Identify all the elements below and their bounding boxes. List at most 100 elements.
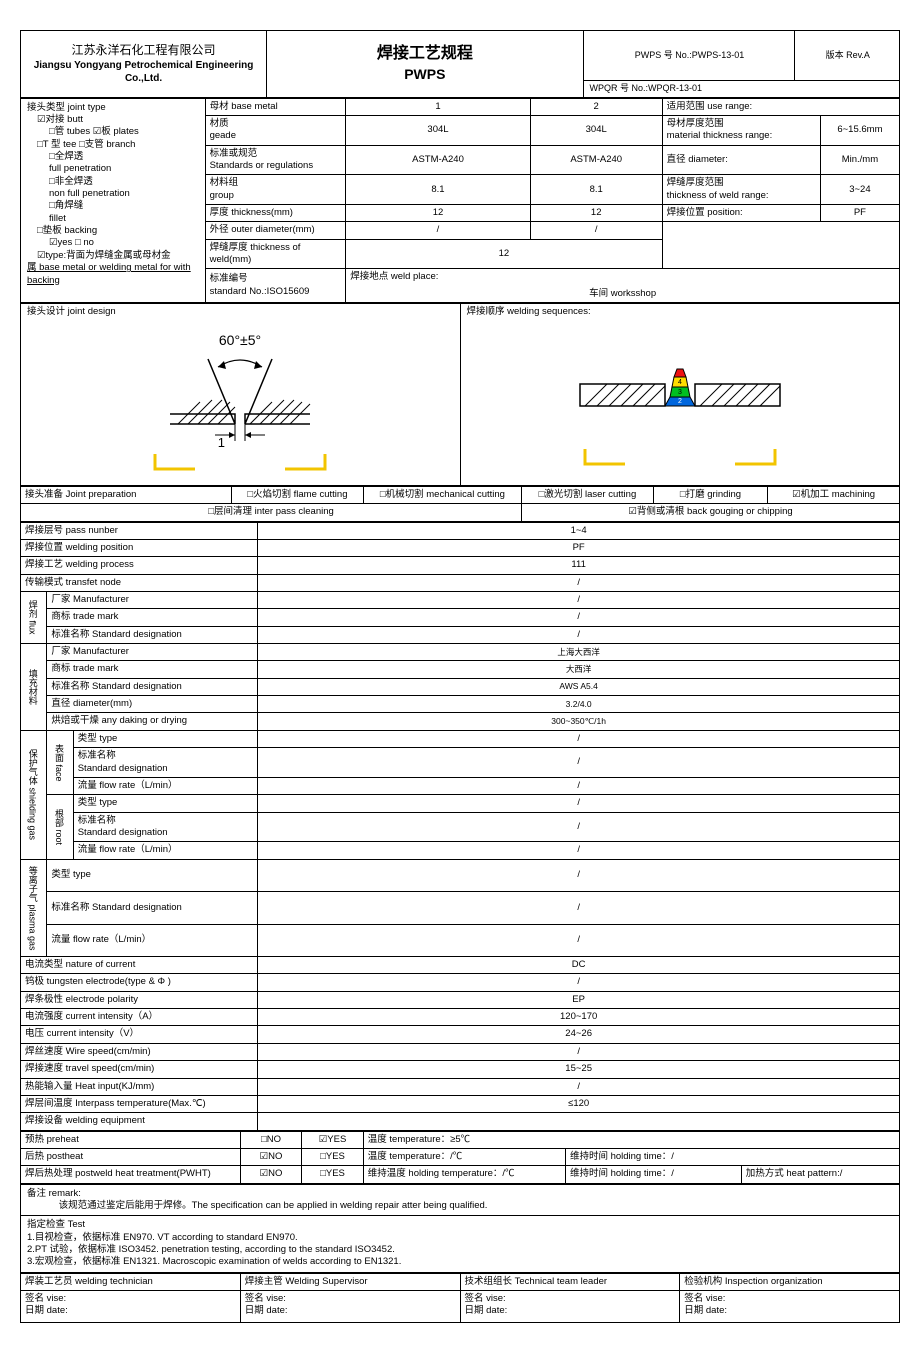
prep-mech: □机械切割 mechanical cutting: [363, 487, 521, 504]
params-table: 焊接层号 pass nunber1~4 焊接位置 welding positio…: [20, 522, 900, 1131]
remark-text: 该规范通过鉴定后能用于焊修。The specification can be a…: [27, 1200, 893, 1212]
trans: /: [258, 574, 900, 591]
post-lbl: 后热 postheat: [21, 1148, 241, 1165]
prep-flame: □火焰切割 flame cutting: [231, 487, 363, 504]
prep-lbl: 接头准备 Joint preparation: [21, 487, 232, 504]
group-lbl: 材料组 group: [205, 175, 346, 205]
pwht-lbl: 焊后热处理 postweld heat treatment(PWHT): [21, 1166, 241, 1183]
pwps-no: PWPS 号 No.:PWPS-13-01: [583, 31, 794, 81]
angle-text: 60°±5°: [219, 332, 261, 348]
diagram-table: 接头设计 joint design 焊接顺序 welding sequences…: [20, 303, 900, 486]
prep-table: 接头准备 Joint preparation □火焰切割 flame cutti…: [20, 486, 900, 522]
proc: 111: [258, 557, 900, 574]
base-lbl: 母材 base metal: [205, 98, 346, 115]
root-lbl: 根部 root: [51, 805, 65, 849]
svg-text:2: 2: [678, 398, 682, 405]
thick2: 12: [530, 205, 662, 222]
inter-lbl: 焊层间温度 Interpass temperature(Max.℃): [21, 1095, 258, 1112]
fill-tm-lbl: 商标 trade mark: [47, 661, 258, 678]
prep-mach: ☑机加工 machining: [768, 487, 900, 504]
pos: PF: [820, 205, 899, 222]
tung-lbl: 钨极 tungsten electrode(type & Φ ): [21, 974, 258, 991]
current-lbl: 电流类型 nature of current: [21, 957, 258, 974]
od1: /: [346, 222, 531, 239]
jt-tubes: □管 tubes ☑板 plates: [27, 126, 199, 138]
std2: ASTM-A240: [530, 145, 662, 175]
heat-table: 预热 preheat □NO ☑YES 温度 temperature：≥5℃ 后…: [20, 1131, 900, 1184]
dia: Min./mm: [820, 145, 899, 175]
prep-laser: □激光切割 laser cutting: [522, 487, 654, 504]
polar-lbl: 焊条极性 electrode polarity: [21, 991, 258, 1008]
amp-lbl: 电流强度 current intensity（A）: [21, 1009, 258, 1026]
grade2: 304L: [530, 116, 662, 146]
col2: 2: [530, 98, 662, 115]
face-lbl: 表面 face: [51, 740, 65, 786]
std-lbl: 标准或规范 Standards or regulations: [205, 145, 346, 175]
groove-svg: 60°±5° 1: [100, 329, 380, 474]
jt-nonfull: □非全焊透 non full penetration: [27, 176, 199, 201]
plasma-lbl: 等离子气 plasma gas: [25, 862, 39, 955]
travel-lbl: 焊接速度 travel speed(cm/min): [21, 1061, 258, 1078]
header-table: 江苏永洋石化工程有限公司 Jiangsu Yongyang Petrochemi…: [20, 30, 900, 98]
col1: 1: [346, 98, 531, 115]
pos-lbl: 焊接位置 position:: [662, 205, 820, 222]
rev: 版本 Rev.A: [794, 31, 900, 81]
company-cn: 江苏永洋石化工程有限公司: [25, 43, 262, 59]
fill-std-lbl: 标准名称 Standard designation: [47, 678, 258, 695]
test1: 1.目视检查，依据标准 EN970. VT according to stand…: [27, 1232, 893, 1244]
weldthick-lbl: 焊缝厚度 thickness of weld(mm): [205, 239, 346, 269]
sign-r2: 焊接主管 Welding Supervisor: [240, 1273, 460, 1290]
jt-butt: ☑对接 butt: [27, 114, 199, 126]
sign-r1: 焊装工艺员 welding technician: [21, 1273, 241, 1290]
pre-lbl: 预热 preheat: [21, 1131, 241, 1148]
thick1: 12: [346, 205, 531, 222]
fill-mfr-lbl: 厂家 Manufacturer: [47, 644, 258, 661]
jt-yesno: ☑yes □ no: [27, 237, 199, 249]
heat-lbl: 热能输入量 Heat input(KJ/mm): [21, 1078, 258, 1095]
equip-lbl: 焊接设备 welding equipment: [21, 1113, 258, 1130]
joint-design-lbl: 接头设计 joint design: [21, 304, 461, 321]
svg-text:3: 3: [678, 389, 682, 396]
sign-r3: 技术组组长 Technical team leader: [460, 1273, 680, 1290]
joint-diagram: 60°±5° 1: [21, 321, 461, 486]
stdno-lbl: 标准编号 standard No.:ISO15609: [205, 269, 346, 303]
test-lbl: 指定检查 Test: [27, 1219, 893, 1231]
grade-lbl: 材质 geade: [205, 116, 346, 146]
company-en: Jiangsu Yongyang Petrochemical Engineeri…: [25, 59, 262, 85]
wire-lbl: 焊丝速度 Wire speed(cm/min): [21, 1043, 258, 1060]
trans-lbl: 传输模式 transfet node: [21, 574, 258, 591]
pwps-document: 江苏永洋石化工程有限公司 Jiangsu Yongyang Petrochemi…: [20, 30, 900, 1323]
prep-inter: □层间清理 inter pass cleaning: [21, 504, 522, 521]
jt-backing: □垫板 backing: [27, 225, 199, 237]
remark-lbl: 备注 remark:: [27, 1188, 893, 1200]
proc-lbl: 焊接工艺 welding process: [21, 557, 258, 574]
pass-lbl: 焊接层号 pass nunber: [21, 522, 258, 539]
jt-fillet: □角焊缝 fillet: [27, 200, 199, 225]
svg-text:4: 4: [678, 379, 682, 386]
pass: 1~4: [258, 522, 900, 539]
joint-type-label: 接头类型 joint type: [27, 102, 199, 114]
thick-range: 6~15.6mm: [820, 116, 899, 146]
jt-full: □全焊透 full penetration: [27, 151, 199, 176]
od2: /: [530, 222, 662, 239]
sign-table: 焊装工艺员 welding technician 焊接主管 Welding Su…: [20, 1273, 900, 1323]
std1: ASTM-A240: [346, 145, 531, 175]
use-range: 适用范围 use range:: [662, 98, 899, 115]
prep-grind: □打磨 grinding: [653, 487, 767, 504]
group1: 8.1: [346, 175, 531, 205]
weld-range: 3~24: [820, 175, 899, 205]
fill-dia-lbl: 直径 diameter(mm): [47, 696, 258, 713]
wpqr-no: WPQR 号 No.:WPQR-13-01: [583, 81, 899, 98]
shield-lbl: 保护气体 shielding gas: [25, 745, 39, 844]
material-table: 接头类型 joint type ☑对接 butt □管 tubes ☑板 pla…: [20, 98, 900, 303]
title-en: PWPS: [271, 65, 578, 83]
od-lbl: 外径 outer diameter(mm): [205, 222, 346, 239]
dia-lbl: 直径 diameter:: [662, 145, 820, 175]
weld-range-lbl: 焊缝厚度范围 thickness of weld range:: [662, 175, 820, 205]
sequence-diagram: 2 3 4: [460, 321, 900, 486]
remark-table: 备注 remark: 该规范通过鉴定后能用于焊修。The specificati…: [20, 1184, 900, 1273]
flux-std-lbl: 标准名称 Standard designation: [47, 626, 258, 643]
sequence-svg: 2 3 4: [530, 329, 830, 474]
flux-tm-lbl: 商标 trade mark: [47, 609, 258, 626]
thick-range-lbl: 母材厚度范围 material thickness range:: [662, 116, 820, 146]
